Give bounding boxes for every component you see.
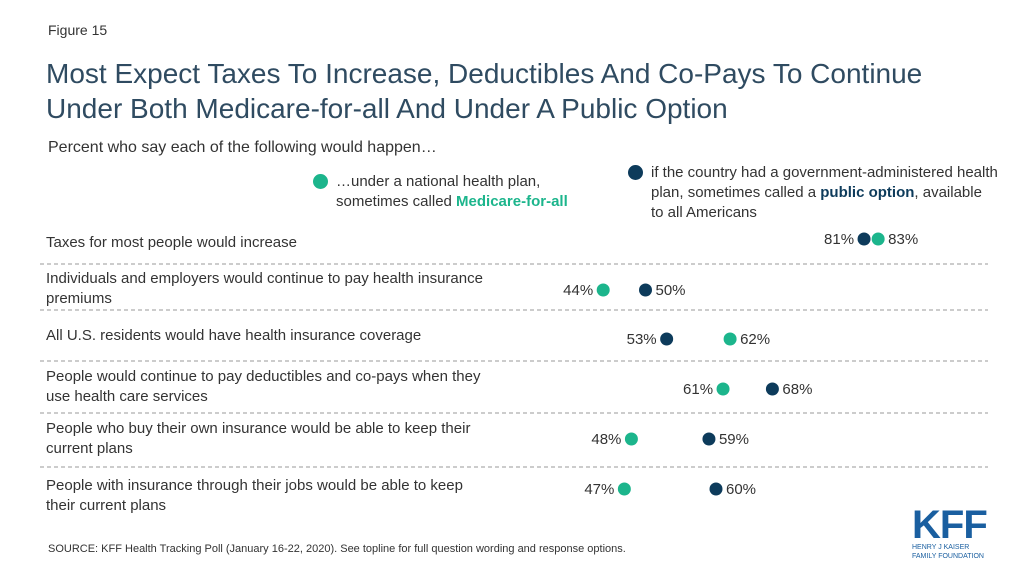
chart-subtitle: Percent who say each of the following wo…: [48, 139, 437, 156]
kff-logo: KFF HENRY J KAISER FAMILY FOUNDATION: [912, 503, 992, 561]
figure-label: Figure 15: [48, 22, 108, 38]
legend-public-option-text: if the country had a government-administ…: [651, 164, 998, 221]
row-label: People would continue to pay deductibles…: [46, 368, 481, 405]
data-label: 81%: [824, 231, 854, 248]
data-label: 61%: [683, 381, 713, 398]
logo-subtitle-line1: HENRY J KAISER: [912, 544, 970, 551]
point-medicare-for-all: [617, 482, 631, 496]
point-medicare-for-all: [871, 232, 885, 246]
row-label: People who buy their own insurance would…: [46, 420, 471, 457]
data-label: 83%: [888, 231, 918, 248]
data-label: 62%: [740, 331, 770, 348]
point-medicare-for-all: [723, 332, 737, 346]
row-label: Individuals and employers would continue…: [46, 270, 483, 307]
data-label: 53%: [627, 331, 657, 348]
legend-medicare: …under a national health plan, sometimes…: [313, 172, 613, 212]
point-public-option: [702, 432, 716, 446]
legend-public-option: if the country had a government-administ…: [628, 163, 998, 223]
legend-medicare-text: …under a national health plan, sometimes…: [336, 173, 568, 210]
legend-medicare-dot: [313, 174, 328, 189]
row-label: Taxes for most people would increase: [46, 234, 297, 251]
point-public-option: [660, 332, 674, 346]
legend-public-option-dot: [628, 165, 643, 180]
data-label: 60%: [726, 481, 756, 498]
source-note: SOURCE: KFF Health Tracking Poll (Januar…: [48, 543, 626, 555]
row-label: All U.S. residents would have health ins…: [46, 327, 422, 344]
data-label: 50%: [656, 282, 686, 299]
data-label: 68%: [782, 381, 812, 398]
point-medicare-for-all: [624, 432, 638, 446]
point-public-option: [639, 283, 652, 297]
point-public-option: [765, 382, 779, 396]
point-public-option: [709, 482, 723, 496]
chart-title: Most Expect Taxes To Increase, Deductibl…: [46, 58, 923, 124]
point-medicare-for-all: [716, 382, 730, 396]
data-label: 44%: [563, 282, 593, 299]
point-medicare-for-all: [596, 283, 610, 297]
data-label: 59%: [719, 431, 749, 448]
data-label: 48%: [591, 431, 621, 448]
point-public-option: [857, 232, 871, 246]
logo-mark: KFF: [912, 503, 988, 547]
data-label: 47%: [584, 481, 614, 498]
logo-subtitle-line2: FAMILY FOUNDATION: [912, 553, 984, 560]
row-label: People with insurance through their jobs…: [46, 477, 463, 514]
